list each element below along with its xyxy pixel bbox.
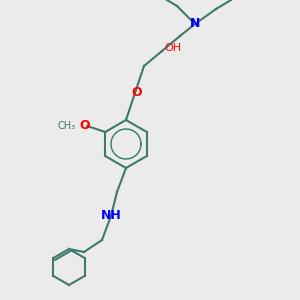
Text: O: O: [131, 86, 142, 100]
Text: O: O: [79, 119, 89, 133]
Text: NH: NH: [100, 209, 122, 223]
Text: N: N: [190, 17, 200, 31]
Text: OH: OH: [164, 43, 181, 53]
Text: CH₃: CH₃: [57, 121, 75, 131]
